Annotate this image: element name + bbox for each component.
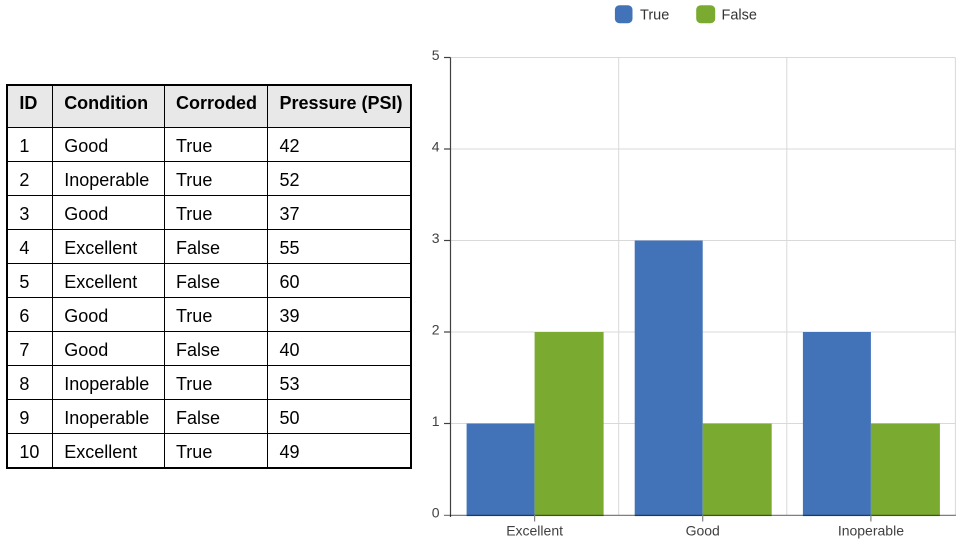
svg-text:False: False [722, 8, 757, 24]
svg-text:3: 3 [432, 230, 440, 246]
svg-text:Good: Good [686, 522, 720, 538]
svg-text:2: 2 [432, 322, 440, 338]
svg-text:4: 4 [432, 139, 440, 155]
svg-text:0: 0 [432, 505, 440, 521]
svg-text:1: 1 [432, 413, 440, 429]
svg-text:5: 5 [432, 47, 440, 63]
svg-text:True: True [640, 8, 669, 24]
svg-text:Excellent: Excellent [506, 522, 563, 538]
svg-text:Inoperable: Inoperable [838, 522, 904, 538]
